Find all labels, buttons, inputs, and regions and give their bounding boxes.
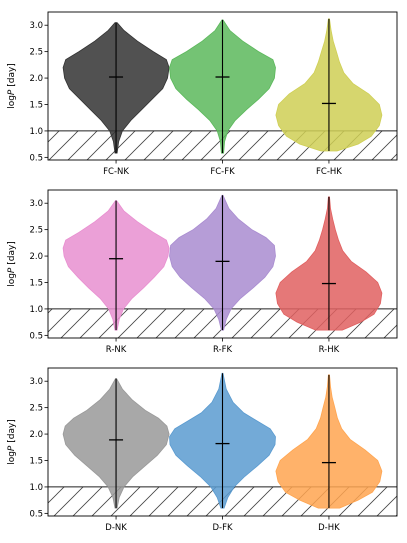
y-tick-label: 2.5 [29,404,43,414]
y-tick-label: 0.5 [29,331,43,341]
panel-2: R-NK R-FK R-HK 0.5 1.0 1.5 2.0 2.5 3.0 logP [day] [7,189,398,355]
y-tick-label: 1.0 [29,127,43,137]
y-axis-label: logP [day] [7,419,17,465]
y-tick-label: 1.0 [29,305,43,315]
y-tick-label: 1.0 [29,483,43,493]
panel-3: D-NK D-FK D-HK 0.5 1.0 1.5 2.0 2.5 3.0 logP [day] [7,367,398,533]
y-tick-label: 3.0 [29,199,43,209]
axes-frame [47,189,398,339]
axes-frame [47,367,398,517]
y-tick-label: 2.0 [29,74,43,84]
axes-frame [47,11,398,161]
y-tick-label: 0.5 [29,509,43,519]
y-tick-label: 2.5 [29,226,43,236]
x-tick-label: FC-HK [316,167,342,177]
y-tick-label: 1.5 [29,457,43,467]
y-tick-label: 2.5 [29,48,43,58]
x-tick-label: FC-NK [103,167,129,177]
y-axis-label: logP [day] [7,241,17,287]
y-tick-label: 1.5 [29,101,43,111]
y-tick-label: 3.0 [29,377,43,387]
x-tick-label: R-NK [106,345,127,355]
panel-1: FC-NK FC-FK FC-HK 0.5 1.0 1.5 2.0 2.5 3.0 logP [d… [7,11,398,177]
y-tick-label: 3.0 [29,21,43,31]
x-tick-label: R-FK [213,345,233,355]
y-tick-label: 2.0 [29,252,43,262]
x-tick-label: FC-FK [210,167,235,177]
x-tick-label: R-HK [319,345,340,355]
x-tick-label: D-NK [105,523,127,533]
y-tick-label: 0.5 [29,153,43,163]
y-tick-label: 2.0 [29,430,43,440]
x-tick-label: D-HK [318,523,340,533]
y-tick-label: 1.5 [29,279,43,289]
x-tick-label: D-FK [212,523,233,533]
y-axis-label: logP [day] [7,63,17,109]
